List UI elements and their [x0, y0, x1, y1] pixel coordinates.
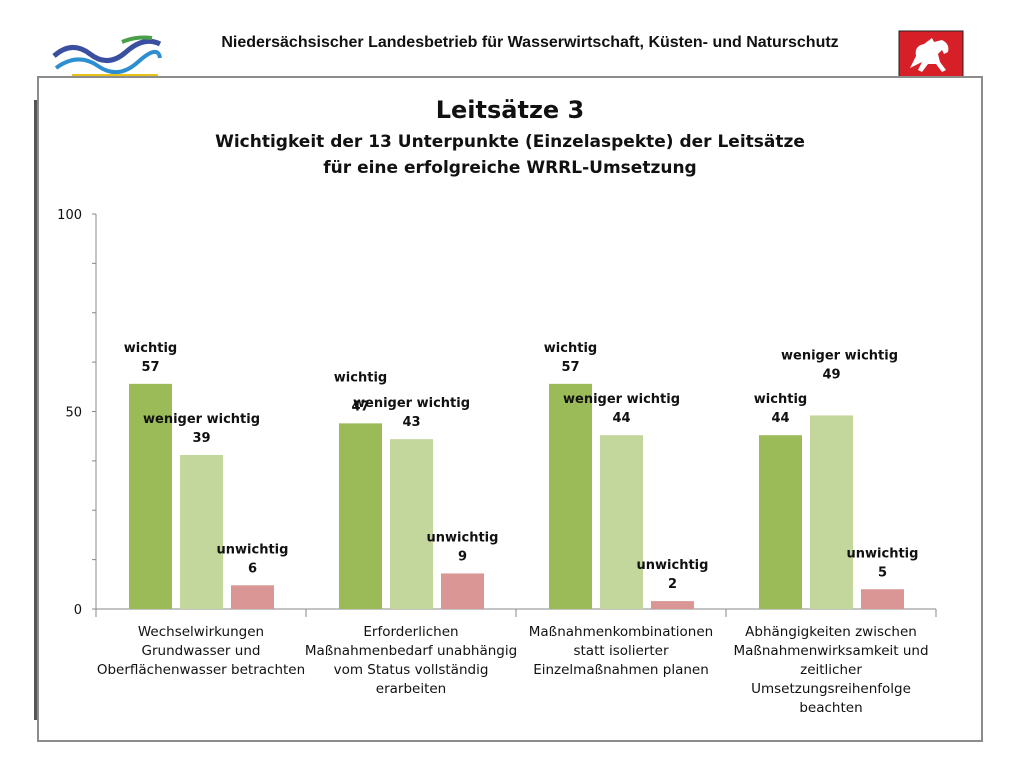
x-category-label: Erforderlichen: [363, 624, 458, 640]
data-label-value: 43: [402, 415, 420, 430]
data-label-value: 9: [458, 549, 467, 564]
data-label-value: 2: [668, 577, 677, 592]
x-category-label: Grundwasser und: [142, 643, 261, 659]
bar-wichtig: [549, 383, 592, 609]
bar-unwichtig: [861, 589, 904, 609]
data-label-name: wichtig: [544, 341, 597, 356]
data-label-name: weniger wichtig: [563, 392, 680, 407]
bar-weniger-wichtig: [180, 454, 223, 609]
x-category-label: erarbeiten: [376, 681, 446, 697]
data-label-name: wichtig: [334, 370, 387, 385]
bar-wichtig: [129, 383, 172, 609]
data-label-name: weniger wichtig: [143, 412, 260, 427]
bar-weniger-wichtig: [810, 415, 853, 609]
lower-saxony-horse-emblem: [898, 30, 964, 78]
x-category-label: Umsetzungsreihenfolge: [751, 681, 911, 697]
chart-subtitle-line2: für eine erfolgreiche WRRL-Umsetzung: [323, 158, 697, 178]
data-label-value: 57: [141, 360, 159, 375]
x-category-label: vom Status vollständig: [334, 662, 489, 678]
data-label-value: 5: [878, 565, 887, 580]
data-label-value: 44: [612, 411, 630, 426]
data-label-value: 49: [822, 367, 840, 382]
x-category-label: statt isolierter: [573, 643, 668, 659]
bar-unwichtig: [231, 585, 274, 609]
x-category-label: Maßnahmenbedarf unabhängig: [305, 643, 517, 659]
bar-weniger-wichtig: [390, 439, 433, 609]
frame-left-border: [34, 100, 37, 720]
bar-unwichtig: [651, 601, 694, 609]
data-label-name: weniger wichtig: [353, 396, 470, 411]
bar-unwichtig: [441, 573, 484, 609]
x-category-label: Wechselwirkungen: [138, 624, 264, 640]
data-label-value: 57: [561, 360, 579, 375]
data-label-name: unwichtig: [217, 542, 289, 557]
x-category-label: zeitlicher: [800, 662, 862, 678]
chart-title: Leitsätze 3: [435, 96, 585, 124]
chart-subtitle-line1: Wichtigkeit der 13 Unterpunkte (Einzelas…: [215, 132, 805, 152]
data-label-name: unwichtig: [427, 530, 499, 545]
x-category-label: Oberflächenwasser betrachten: [97, 662, 305, 678]
data-label-value: 44: [771, 411, 789, 426]
data-label-name: unwichtig: [847, 546, 919, 561]
bar-wichtig: [759, 435, 802, 609]
y-tick-label: 100: [57, 208, 82, 223]
x-category-label: Einzelmaßnahmen planen: [533, 662, 709, 678]
data-label-name: weniger wichtig: [781, 348, 898, 363]
x-category-label: beachten: [799, 700, 862, 716]
x-category-label: Maßnahmenkombinationen: [529, 624, 713, 640]
data-label-value: 6: [248, 561, 257, 576]
x-category-label: Abhängigkeiten zwischen: [745, 624, 917, 640]
bar-weniger-wichtig: [600, 435, 643, 609]
organization-name: Niedersächsischer Landesbetrieb für Wass…: [221, 34, 839, 51]
y-tick-label: 50: [65, 406, 82, 421]
bar-wichtig: [339, 423, 382, 609]
x-category-label: Maßnahmenwirksamkeit und: [733, 643, 928, 659]
data-label-name: unwichtig: [637, 558, 709, 573]
y-tick-label: 0: [74, 603, 82, 618]
data-label-value: 39: [192, 431, 210, 446]
data-label-name: wichtig: [754, 392, 807, 407]
chart-frame: [37, 76, 983, 742]
data-label-name: wichtig: [124, 341, 177, 356]
data-label-value: 47: [351, 399, 369, 414]
